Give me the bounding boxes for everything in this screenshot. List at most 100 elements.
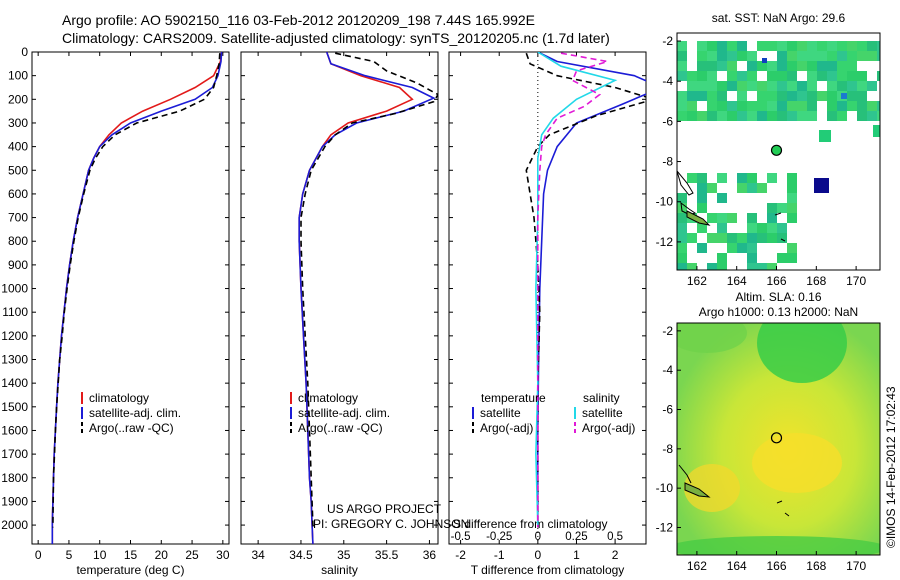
y-tick-label: 1600	[1, 423, 28, 437]
sst-cell	[677, 71, 687, 81]
sst-cell	[677, 253, 687, 263]
s-tick-label: -0.5	[451, 531, 471, 543]
sla-low-blob	[677, 323, 747, 353]
y-tick-label: -10	[656, 481, 674, 495]
sst-cell	[847, 81, 857, 91]
sst-cell	[762, 58, 767, 63]
sst-cell	[767, 233, 777, 243]
sst-cell	[837, 51, 847, 61]
s-tick-label: 0.5	[607, 531, 623, 543]
x-tick-label: 10	[93, 548, 107, 562]
sst-cell	[777, 41, 787, 51]
s-tick-label: 0	[535, 531, 541, 543]
sst-cell	[757, 101, 767, 111]
legend-label: satellite	[582, 406, 623, 420]
series-line-satellite-adj-clim-	[298, 52, 436, 544]
y-tick-label: 800	[8, 234, 28, 248]
sst-cell	[847, 91, 857, 101]
sst-cell	[737, 41, 747, 51]
sst-cell	[767, 213, 777, 223]
y-tick-label: 900	[8, 258, 28, 272]
sst-cell	[747, 263, 757, 270]
sst-cell	[707, 91, 717, 101]
sst-cell	[873, 125, 880, 137]
sst-cell	[817, 91, 827, 101]
x-tick-label: 5	[66, 548, 73, 562]
difference-panel: -2 -1 0 1 2 -0.5 -0.25 0 0.25 0.5S difference fro…	[448, 51, 647, 577]
sst-cell	[787, 91, 797, 101]
sst-cell	[867, 101, 877, 111]
sst-cell	[777, 223, 787, 233]
sst-cell	[797, 91, 807, 101]
sst-cell	[727, 111, 737, 121]
sst-cell	[777, 101, 787, 111]
sst-cell	[767, 91, 777, 101]
sst-cell	[677, 61, 687, 71]
x-tick-label: -1	[494, 548, 505, 562]
sst-cell	[697, 173, 707, 183]
y-tick-label: -2	[662, 34, 673, 48]
sst-cell	[707, 81, 717, 91]
sst-cell	[787, 253, 797, 263]
sst-map-title: sat. SST: NaN Argo: 29.6	[712, 11, 846, 25]
sst-cell	[777, 111, 787, 121]
y-tick-label: -8	[662, 155, 673, 169]
sst-cell	[697, 203, 707, 213]
sst-cell	[727, 101, 737, 111]
sst-cell	[697, 223, 707, 233]
sst-cell	[807, 91, 817, 101]
sst-cell	[777, 203, 787, 213]
sst-cell	[787, 111, 797, 121]
sst-cell	[777, 61, 787, 71]
sst-cell	[837, 71, 847, 81]
sst-cell	[697, 111, 707, 121]
sst-cell	[727, 243, 737, 253]
y-tick-label: 1500	[1, 400, 28, 414]
sst-cell	[827, 71, 837, 81]
sst-cell	[777, 81, 787, 91]
sst-cell	[677, 41, 687, 51]
sst-cell	[867, 81, 877, 91]
sst-cell	[827, 91, 837, 101]
sst-cell	[807, 111, 817, 121]
sst-cell	[677, 243, 687, 253]
sst-cell	[827, 61, 837, 71]
sst-cell	[747, 111, 757, 121]
sst-cell	[747, 243, 757, 253]
y-tick-label: -2	[662, 324, 673, 338]
sst-cell	[797, 41, 807, 51]
sst-cell	[697, 183, 707, 193]
sst-cell	[737, 91, 747, 101]
sst-cell	[877, 71, 880, 81]
sst-cell	[757, 263, 767, 270]
sst-cell	[697, 91, 707, 101]
series-group	[525, 52, 646, 528]
sst-cell	[707, 183, 717, 193]
sst-cell	[857, 91, 867, 101]
sst-cell	[787, 61, 797, 71]
sst-cell	[837, 41, 847, 51]
sst-cell	[867, 51, 877, 61]
temperature-panel: 0100200300400500600700800900100011001200…	[1, 45, 230, 577]
legend-label: climatology	[298, 391, 358, 405]
y-tick-label: 0	[21, 45, 28, 59]
y-tick-label: 1800	[1, 471, 28, 485]
sst-cell	[817, 51, 827, 61]
sst-cell	[767, 41, 777, 51]
sst-cell	[717, 101, 727, 111]
legend-label: climatology	[89, 391, 149, 405]
sst-cell	[767, 111, 777, 121]
y-tick-label: 1400	[1, 376, 28, 390]
sst-cell	[847, 51, 857, 61]
sst-cell	[787, 71, 797, 81]
sst-cell	[777, 71, 787, 81]
sst-cell	[737, 81, 747, 91]
y-tick-label: 1900	[1, 494, 28, 508]
y-tick-label: 300	[8, 116, 28, 130]
sst-cell	[827, 111, 837, 121]
x-tick-label: 166	[766, 274, 786, 288]
sst-cell	[727, 233, 737, 243]
legend-label: Argo(-adj)	[480, 421, 533, 435]
